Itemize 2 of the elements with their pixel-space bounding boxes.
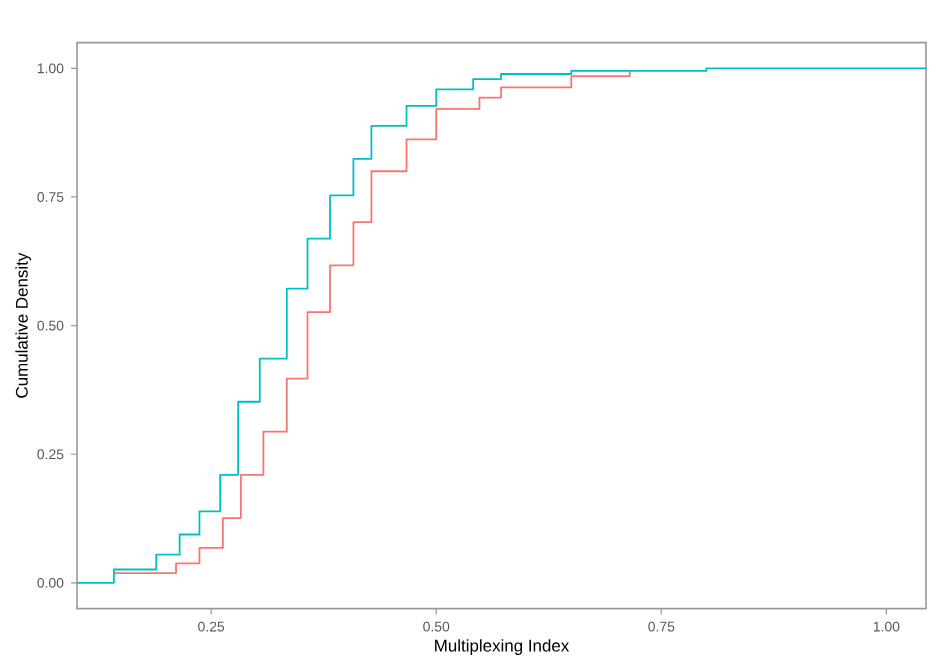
y-axis-title: Cumulative Density — [15, 252, 32, 398]
x-axis-title: Multiplexing Index — [435, 639, 570, 655]
